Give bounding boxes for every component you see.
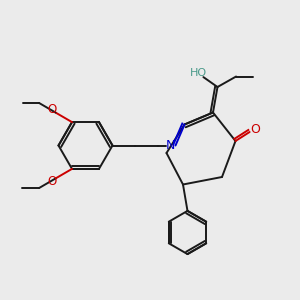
Text: HO: HO bbox=[190, 68, 207, 78]
Text: O: O bbox=[250, 122, 260, 136]
Text: N: N bbox=[165, 139, 175, 152]
Text: O: O bbox=[47, 175, 56, 188]
Text: O: O bbox=[47, 103, 56, 116]
